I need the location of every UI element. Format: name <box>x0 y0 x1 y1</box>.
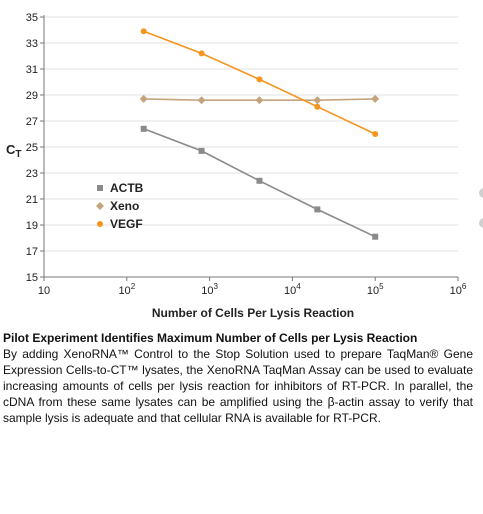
legend: ACTB Xeno VEGF <box>96 181 144 231</box>
y-tick-label: 15 <box>26 272 38 284</box>
y-tick-label: 33 <box>26 38 38 50</box>
y-tick-label: 29 <box>26 90 38 102</box>
x-tick-label: 104 <box>284 282 301 297</box>
data-series <box>139 28 380 240</box>
data-point <box>140 125 147 132</box>
data-point <box>139 94 148 103</box>
x-tick-label: 103 <box>201 282 218 297</box>
edge-decoration <box>479 218 483 228</box>
x-tick-label: 10 <box>38 285 50 297</box>
y-axis-title: CT <box>6 142 22 160</box>
figure-caption: Pilot Experiment Identifies Maximum Numb… <box>3 330 473 426</box>
y-tick-label: 17 <box>26 246 38 258</box>
data-point <box>97 221 103 227</box>
data-point <box>97 185 103 191</box>
axes <box>40 15 459 281</box>
data-point <box>372 233 379 240</box>
series-line <box>143 30 376 135</box>
legend-label: ACTB <box>110 181 144 195</box>
data-point <box>140 28 147 35</box>
gridlines <box>44 16 458 278</box>
data-point <box>197 96 206 105</box>
data-point <box>371 94 380 103</box>
y-tick-label: 31 <box>26 64 38 76</box>
series-vegf <box>140 28 379 137</box>
data-point <box>256 177 263 184</box>
data-point <box>313 96 322 105</box>
y-tick-label: 27 <box>26 116 38 128</box>
data-point <box>256 76 263 83</box>
data-point <box>96 202 104 210</box>
y-tick-labels: 15 17 19 21 23 25 27 29 31 33 35 <box>26 12 38 284</box>
legend-item-xeno: Xeno <box>96 199 139 213</box>
ct-chart: 15 17 19 21 23 25 27 29 31 33 35 10 102 103 104 105 106… <box>6 12 467 320</box>
series-actb <box>140 125 379 240</box>
series-xeno <box>139 94 380 105</box>
y-tick-label: 25 <box>26 142 38 154</box>
data-point <box>372 131 379 137</box>
y-tick-label: 35 <box>26 12 38 24</box>
data-point <box>255 96 264 105</box>
data-point <box>314 206 321 213</box>
data-point <box>198 147 205 154</box>
x-tick-labels: 10 102 103 104 105 106 <box>38 282 467 297</box>
caption-body: By adding XenoRNA™ Control to the Stop S… <box>3 347 473 425</box>
edge-decoration <box>479 188 483 198</box>
x-tick-label: 106 <box>450 282 467 297</box>
y-tick-label: 21 <box>26 194 38 206</box>
legend-item-actb: ACTB <box>97 181 144 195</box>
x-tick-label: 102 <box>118 282 135 297</box>
x-axis-title: Number of Cells Per Lysis Reaction <box>152 306 354 320</box>
y-tick-label: 19 <box>26 220 38 232</box>
legend-item-vegf: VEGF <box>97 217 143 231</box>
data-point <box>198 50 205 57</box>
y-tick-label: 23 <box>26 168 38 180</box>
legend-label: VEGF <box>110 217 143 231</box>
caption-title: Pilot Experiment Identifies Maximum Numb… <box>3 331 418 345</box>
data-point <box>314 103 321 110</box>
legend-label: Xeno <box>110 199 139 213</box>
x-tick-label: 105 <box>367 282 384 297</box>
